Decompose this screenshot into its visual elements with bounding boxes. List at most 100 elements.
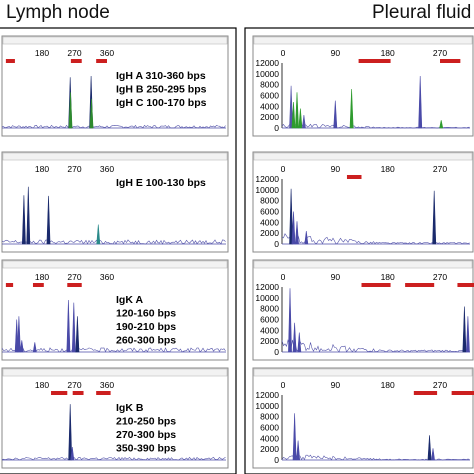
panel-annotation-line: IgH E 100-130 bps [116, 177, 206, 189]
y-tick-label: 4000 [260, 325, 279, 335]
y-tick-label: 8000 [260, 412, 279, 422]
peak [288, 288, 292, 353]
x-tick-label: 90 [331, 48, 341, 58]
peak [297, 332, 302, 353]
noise-trace [281, 233, 470, 245]
noise-trace [281, 452, 470, 461]
y-tick-label: 8000 [260, 304, 279, 314]
x-tick-label: 270 [67, 48, 81, 58]
y-tick-label: 2000 [260, 112, 279, 122]
panels-layer: 180 270 360 IgH A 310-360 bps IgH B 250-295 … [1, 35, 474, 469]
x-tick-label: 270 [67, 380, 81, 390]
peak [465, 316, 470, 353]
panel-annotation-line: IgH C 100-170 bps [116, 97, 207, 109]
y-tick-label: 0 [274, 239, 279, 249]
x-tick-label: 360 [100, 164, 114, 174]
panel-annotation-line: 210-250 bps [116, 416, 176, 428]
x-tick-label: 180 [35, 272, 49, 282]
x-tick-label: 180 [381, 164, 395, 174]
peak [418, 75, 423, 129]
panel-header-strip [2, 152, 228, 161]
panel-annotation-line: 260-300 bps [116, 335, 176, 347]
x-tick-label: 270 [433, 164, 447, 174]
y-tick-label: 2000 [260, 444, 279, 454]
size-range-bar [32, 283, 44, 287]
panel-annotation-line: 120-160 bps [116, 308, 176, 320]
panel-annotation-line: IgH B 250-295 bps [116, 84, 207, 96]
panel-annotation-line: 350-390 bps [116, 443, 176, 455]
peak [75, 316, 80, 353]
size-range-bar [5, 283, 14, 287]
panel-annotation-line: IgH A 310-360 bps [116, 70, 206, 82]
size-range-bar [451, 391, 474, 395]
size-range-bar [72, 391, 84, 395]
peak [289, 85, 294, 129]
panel-frame [1, 367, 229, 469]
size-range-bar [413, 391, 438, 395]
size-range-bar [440, 59, 461, 63]
panel-annotation-line: 190-210 bps [116, 321, 176, 333]
panel-header-strip [253, 260, 473, 269]
panel-annotation-line: 270-300 bps [116, 429, 176, 441]
x-tick-label: 180 [35, 380, 49, 390]
peak [439, 120, 444, 129]
peak [301, 114, 306, 129]
y-tick-label: 6000 [260, 91, 279, 101]
x-tick-label: 180 [381, 380, 395, 390]
peak [296, 440, 301, 461]
x-tick-label: 90 [331, 164, 341, 174]
peak [432, 190, 437, 245]
size-range-bar [51, 391, 68, 395]
peak [349, 88, 354, 129]
noise-trace [281, 123, 470, 129]
peak [71, 302, 76, 353]
peak [26, 186, 31, 245]
panel-header-strip [253, 368, 473, 377]
y-tick-label: 2000 [260, 336, 279, 346]
size-range-bar [70, 59, 82, 63]
x-tick-label: 270 [67, 164, 81, 174]
y-tick-label: 10000 [255, 69, 279, 79]
peak [291, 211, 296, 245]
x-tick-label: 0 [281, 380, 286, 390]
y-tick-label: 8000 [260, 80, 279, 90]
x-tick-label: 360 [100, 48, 114, 58]
y-tick-label: 4000 [260, 217, 279, 227]
x-tick-label: 270 [433, 380, 447, 390]
y-tick-label: 10000 [255, 185, 279, 195]
size-range-bar [67, 283, 82, 287]
size-range-bar [405, 283, 435, 287]
y-tick-label: 12000 [255, 58, 279, 68]
panel-frame [252, 367, 474, 469]
size-range-bar [346, 175, 362, 179]
panel-0-0: 180 270 360 IgH A 310-360 bps IgH B 250-295 … [1, 35, 229, 137]
x-tick-label: 90 [331, 272, 341, 282]
panel-annotation-line: IgK B [116, 402, 144, 414]
peak [462, 306, 467, 353]
x-tick-label: 270 [433, 272, 447, 282]
size-range-bar [5, 59, 15, 63]
peak [96, 224, 101, 245]
peak [431, 448, 435, 461]
panel-frame [1, 259, 229, 361]
peak [46, 195, 51, 245]
x-tick-label: 270 [67, 272, 81, 282]
y-tick-label: 12000 [255, 390, 279, 400]
y-tick-label: 4000 [260, 433, 279, 443]
peak [66, 299, 71, 353]
noise-trace [1, 347, 226, 353]
panel-header-strip [253, 36, 473, 45]
noise-trace [1, 239, 226, 245]
x-tick-label: 0 [281, 164, 286, 174]
noise-trace [281, 339, 470, 353]
peak [292, 322, 297, 353]
panel-frame [1, 35, 229, 137]
x-tick-label: 0 [281, 272, 286, 282]
y-tick-label: 0 [274, 455, 279, 465]
